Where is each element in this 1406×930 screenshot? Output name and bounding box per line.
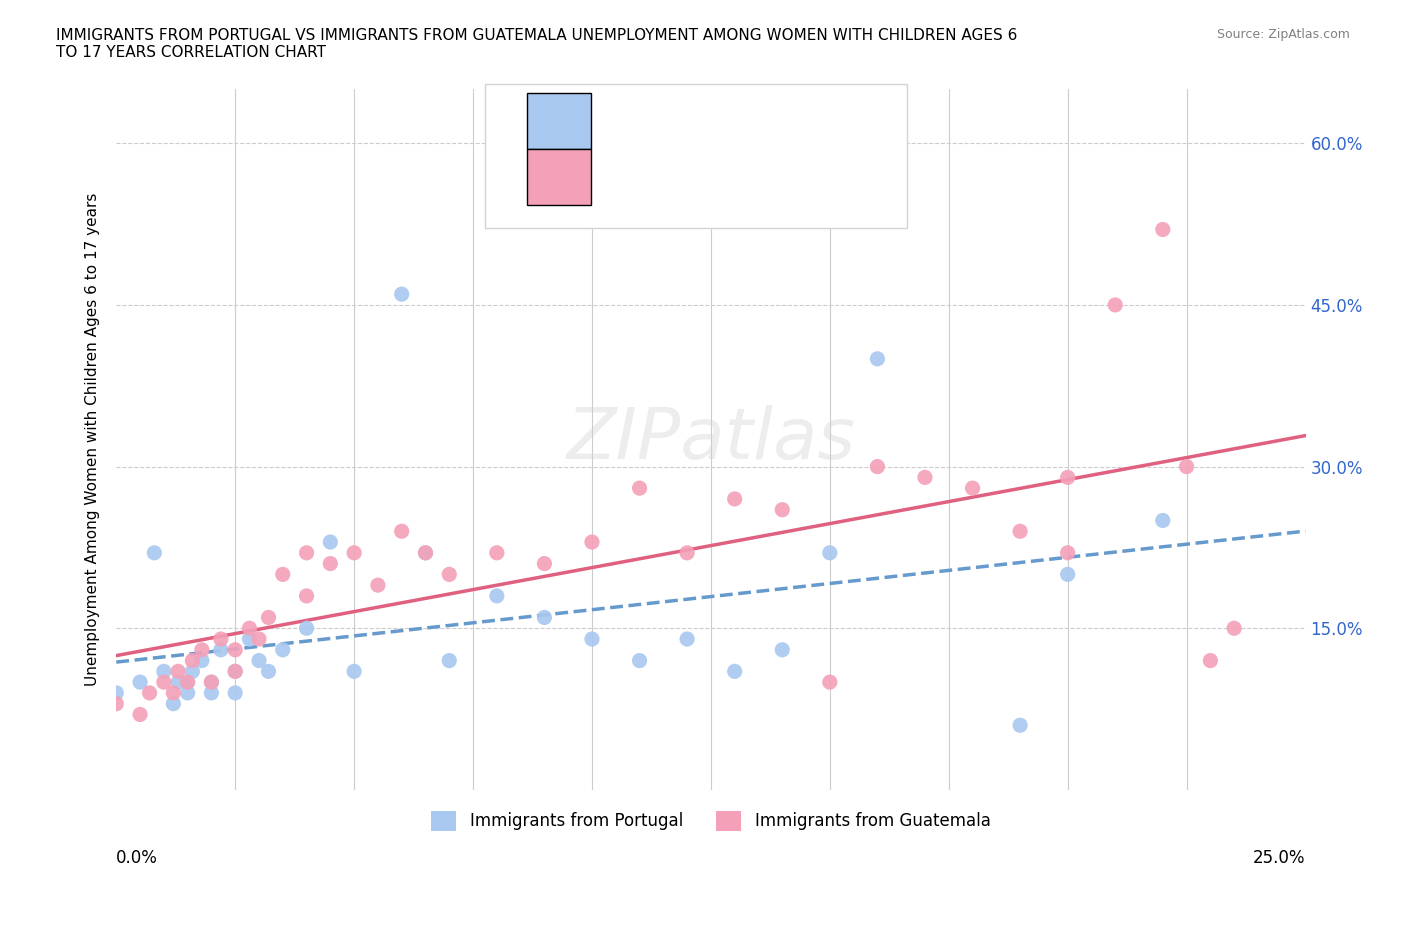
Point	[167, 674, 190, 689]
Point	[167, 664, 190, 679]
Point	[1152, 222, 1174, 237]
Point	[319, 535, 342, 550]
Point	[818, 674, 841, 689]
Point	[209, 643, 232, 658]
Point	[962, 481, 984, 496]
Point	[439, 653, 461, 668]
Text: IMMIGRANTS FROM PORTUGAL VS IMMIGRANTS FROM GUATEMALA UNEMPLOYMENT AMONG WOMEN W: IMMIGRANTS FROM PORTUGAL VS IMMIGRANTS F…	[56, 28, 1018, 60]
Point	[628, 653, 651, 668]
Text: N = 37: N = 37	[752, 107, 820, 126]
Text: N = 44: N = 44	[752, 165, 820, 183]
Point	[129, 674, 152, 689]
Point	[343, 664, 366, 679]
Point	[181, 653, 204, 668]
Point	[866, 352, 889, 366]
Point	[224, 664, 246, 679]
Point	[770, 502, 793, 517]
Point	[238, 631, 260, 646]
Point	[439, 567, 461, 582]
Point	[247, 653, 270, 668]
Point	[162, 685, 184, 700]
Point	[1010, 718, 1032, 733]
Point	[295, 621, 318, 636]
Point	[770, 643, 793, 658]
Point	[257, 610, 280, 625]
Point	[105, 685, 128, 700]
Legend: Immigrants from Portugal, Immigrants from Guatemala: Immigrants from Portugal, Immigrants fro…	[425, 804, 997, 838]
Point	[581, 631, 603, 646]
Point	[391, 524, 413, 538]
Point	[247, 631, 270, 646]
Point	[200, 674, 222, 689]
Point	[1152, 513, 1174, 528]
Point	[271, 567, 294, 582]
Point	[533, 556, 555, 571]
Point	[295, 589, 318, 604]
Point	[191, 653, 214, 668]
Text: 25.0%: 25.0%	[1253, 849, 1306, 867]
Point	[1056, 545, 1078, 560]
Point	[176, 674, 198, 689]
Point	[200, 674, 222, 689]
Point	[914, 470, 936, 485]
Point	[209, 631, 232, 646]
Point	[724, 664, 747, 679]
Point	[391, 286, 413, 301]
Point	[224, 685, 246, 700]
Text: Source: ZipAtlas.com: Source: ZipAtlas.com	[1216, 28, 1350, 41]
Point	[628, 481, 651, 496]
Point	[153, 674, 176, 689]
Point	[485, 589, 508, 604]
Point	[343, 545, 366, 560]
Point	[367, 578, 389, 592]
Point	[153, 664, 176, 679]
Point	[138, 685, 160, 700]
Point	[676, 631, 699, 646]
Point	[1056, 470, 1078, 485]
Point	[1199, 653, 1222, 668]
Point	[415, 545, 437, 560]
Point	[1056, 567, 1078, 582]
Point	[866, 459, 889, 474]
Point	[818, 545, 841, 560]
Point	[1223, 621, 1246, 636]
Point	[176, 685, 198, 700]
Text: R = 0.551: R = 0.551	[605, 165, 695, 183]
Point	[1010, 524, 1032, 538]
Point	[257, 664, 280, 679]
Point	[176, 674, 198, 689]
Point	[533, 610, 555, 625]
Point	[191, 643, 214, 658]
Point	[271, 643, 294, 658]
Point	[295, 545, 318, 560]
Y-axis label: Unemployment Among Women with Children Ages 6 to 17 years: Unemployment Among Women with Children A…	[86, 193, 100, 686]
Point	[238, 621, 260, 636]
Point	[581, 535, 603, 550]
Point	[105, 697, 128, 711]
Point	[1104, 298, 1126, 312]
Text: 0.0%: 0.0%	[117, 849, 157, 867]
Text: ZIPatlas: ZIPatlas	[567, 405, 855, 474]
Point	[676, 545, 699, 560]
Point	[181, 664, 204, 679]
Point	[485, 545, 508, 560]
Point	[129, 707, 152, 722]
Text: R = 0.164: R = 0.164	[605, 107, 695, 126]
Point	[319, 556, 342, 571]
Point	[224, 643, 246, 658]
Point	[162, 697, 184, 711]
Point	[143, 545, 166, 560]
Point	[724, 491, 747, 506]
Point	[224, 664, 246, 679]
Point	[200, 685, 222, 700]
Point	[415, 545, 437, 560]
Point	[1175, 459, 1198, 474]
